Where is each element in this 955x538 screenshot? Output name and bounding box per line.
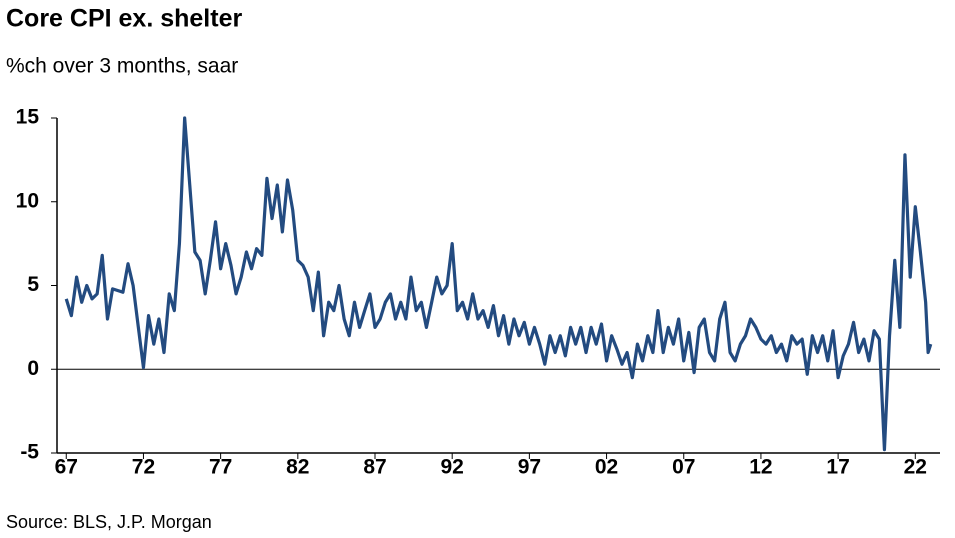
source: Source: BLS, J.P. Morgan [6, 512, 212, 532]
x-tick-label: 12 [749, 456, 772, 479]
x-tick-label: 17 [826, 456, 849, 479]
x-tick-label: 92 [441, 456, 464, 479]
x-tick-label: 07 [672, 456, 695, 479]
x-tick-label: 77 [209, 456, 232, 479]
y-tick-label: 10 [16, 189, 39, 212]
chart-subtitle: %ch over 3 months, saar [6, 55, 238, 78]
y-tick-label: 15 [16, 106, 40, 129]
x-tick-label: 67 [55, 456, 78, 479]
x-tick-label: 72 [132, 456, 155, 479]
y-tick-label: 0 [27, 357, 39, 380]
x-tick-label: 97 [518, 456, 541, 479]
x-tick-label: 22 [904, 456, 927, 479]
line-series [64, 116, 933, 452]
chart-title: Core CPI ex. shelter [6, 5, 242, 33]
x-tick-label: 82 [286, 456, 309, 479]
x-tick-label: 02 [595, 456, 618, 479]
y-tick-label: 5 [27, 273, 39, 296]
x-tick-label: 87 [363, 456, 386, 479]
y-tick-label: -5 [20, 441, 39, 464]
